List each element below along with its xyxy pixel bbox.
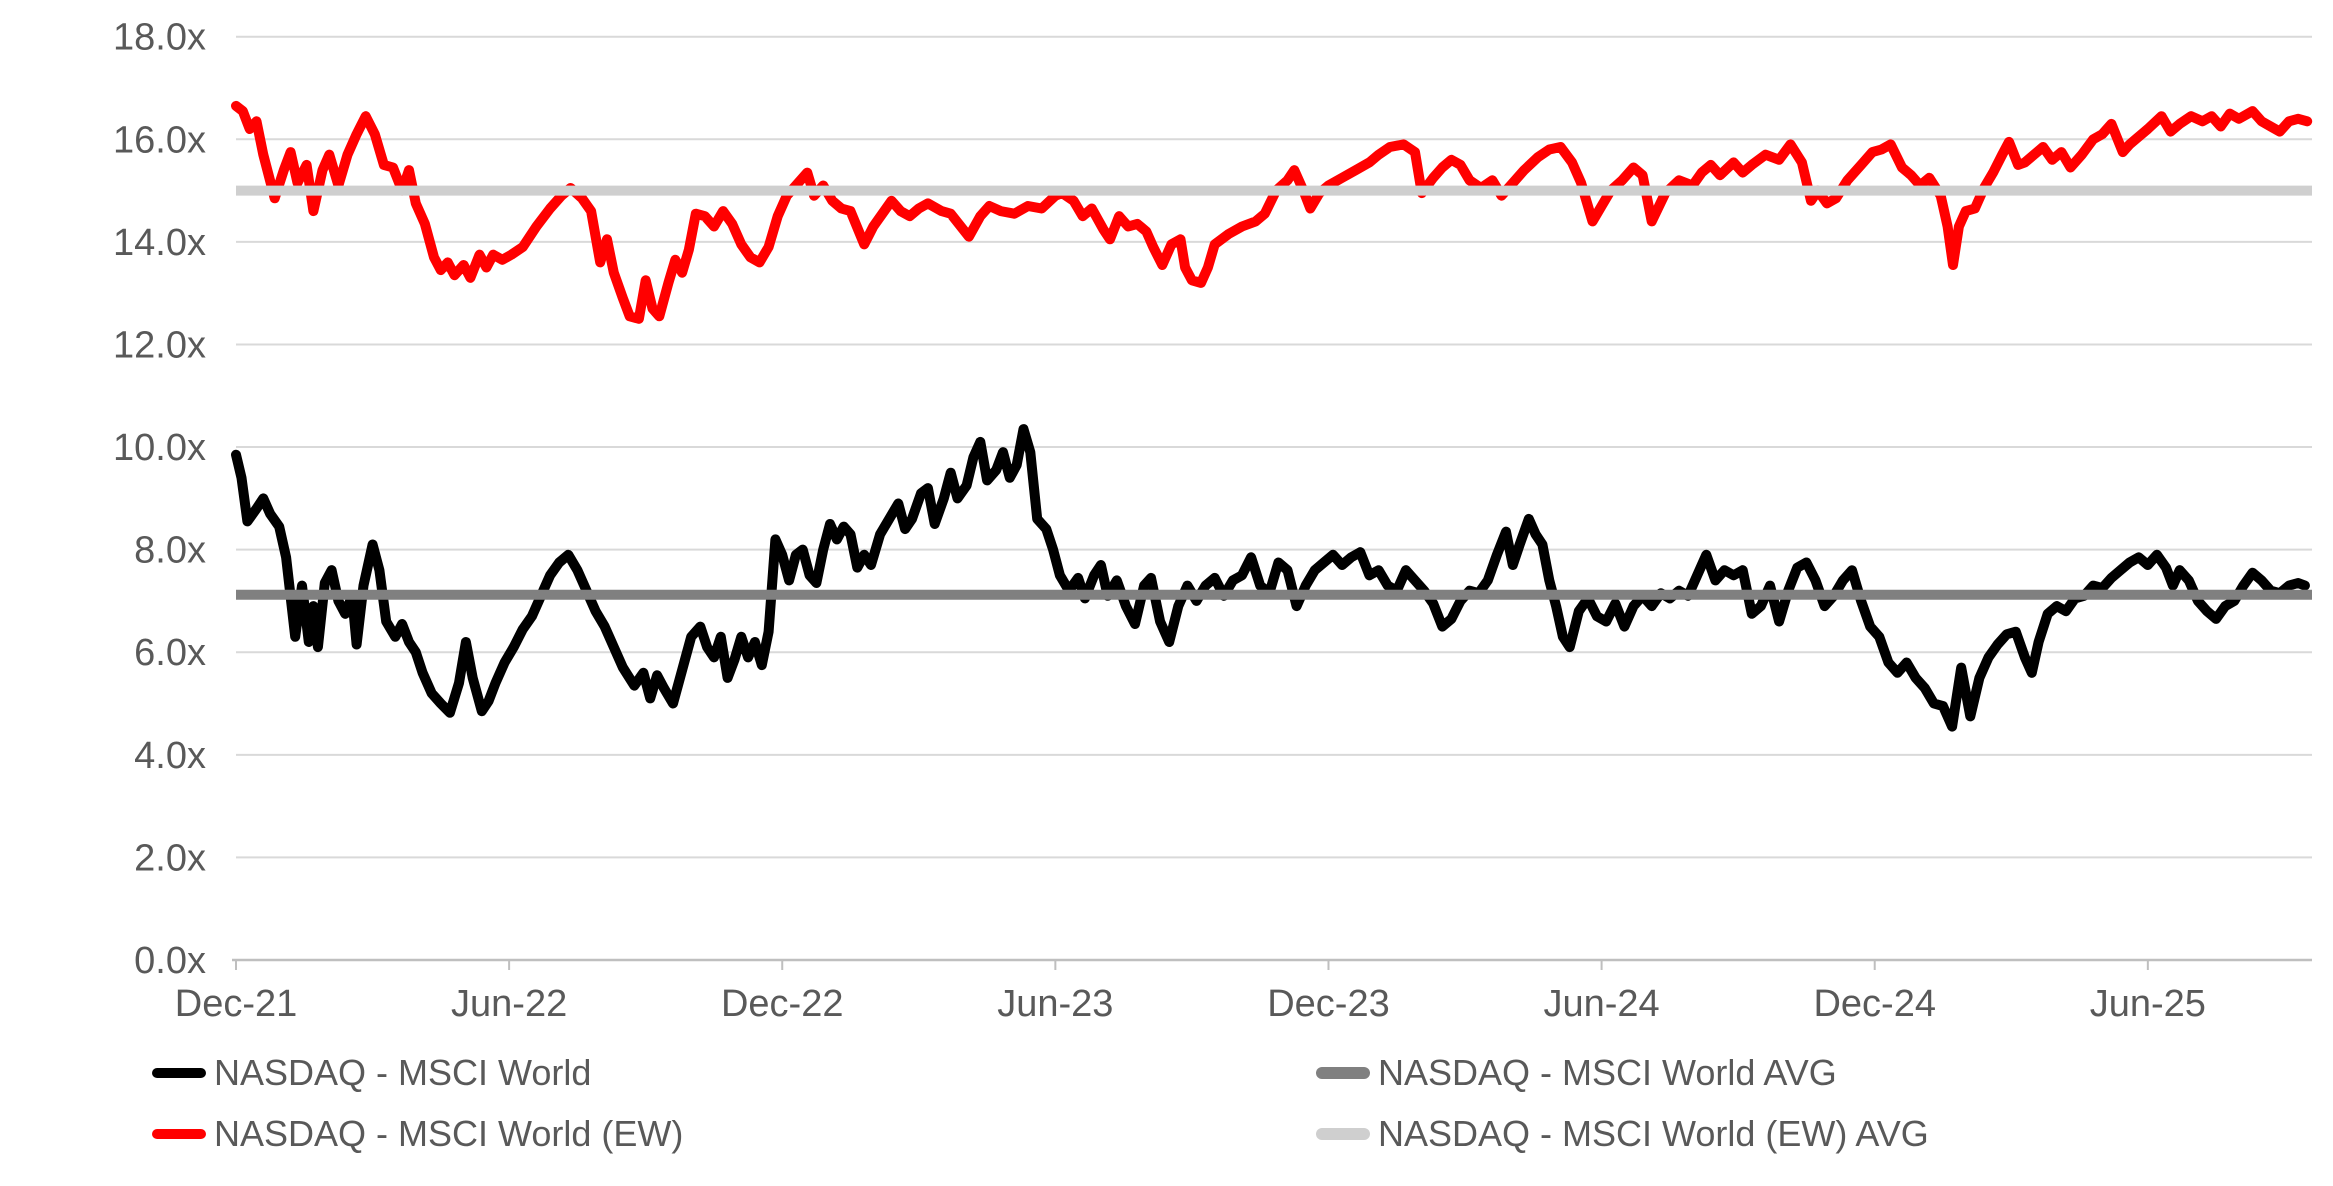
legend-swatch-nasdaq-msci-world	[152, 1068, 206, 1078]
x-axis-tick-label-Dec-21: Dec-21	[175, 983, 298, 1025]
legend-swatch-nasdaq-msci-world-ew	[152, 1129, 206, 1139]
legend-swatch-nasdaq-msci-world-ew-avg	[1316, 1128, 1370, 1140]
y-axis-tick-label-16.0x: 16.0x	[113, 119, 206, 161]
x-axis-tick-label-Jun-23: Jun-23	[997, 983, 1113, 1025]
series-nasdaq-msci-world	[231, 424, 2310, 732]
series-nasdaq-msci-world-ew	[231, 100, 2313, 324]
x-axis-tick-label-Jun-22: Jun-22	[451, 983, 567, 1025]
x-axis-tick-label-Dec-24: Dec-24	[1813, 983, 1936, 1025]
legend-item-nasdaq-msci-world: NASDAQ - MSCI World	[152, 1055, 591, 1091]
legend-label-nasdaq-msci-world: NASDAQ - MSCI World	[214, 1052, 592, 1093]
x-axis-tick-label-Dec-23: Dec-23	[1267, 983, 1390, 1025]
x-axis-tick-label-Jun-24: Jun-24	[1543, 983, 1659, 1025]
y-axis-tick-label-0.0x: 0.0x	[134, 940, 206, 982]
y-axis-tick-label-8.0x: 8.0x	[134, 530, 206, 572]
y-axis-tick-label-6.0x: 6.0x	[134, 632, 206, 674]
y-axis-tick-label-4.0x: 4.0x	[134, 735, 206, 777]
x-axis-tick-label-Dec-22: Dec-22	[721, 983, 844, 1025]
legend-item-nasdaq-msci-world-ew-avg: NASDAQ - MSCI World (EW) AVG	[1316, 1116, 1929, 1152]
y-axis-tick-label-12.0x: 12.0x	[113, 324, 206, 366]
x-axis-tick-label-Jun-25: Jun-25	[2090, 983, 2206, 1025]
legend-label-nasdaq-msci-world-ew: NASDAQ - MSCI World (EW)	[214, 1113, 684, 1154]
legend-label-nasdaq-msci-world-ew-avg: NASDAQ - MSCI World (EW) AVG	[1378, 1113, 1929, 1154]
y-axis-tick-label-2.0x: 2.0x	[134, 837, 206, 879]
legend-item-nasdaq-msci-world-ew: NASDAQ - MSCI World (EW)	[152, 1116, 683, 1152]
legend-item-nasdaq-msci-world-avg: NASDAQ - MSCI World AVG	[1316, 1055, 1837, 1091]
y-axis-tick-label-14.0x: 14.0x	[113, 222, 206, 264]
legend-swatch-nasdaq-msci-world-avg	[1316, 1067, 1370, 1079]
y-axis-tick-label-10.0x: 10.0x	[113, 427, 206, 469]
y-axis-tick-label-18.0x: 18.0x	[113, 17, 206, 59]
legend-label-nasdaq-msci-world-avg: NASDAQ - MSCI World AVG	[1378, 1052, 1837, 1093]
